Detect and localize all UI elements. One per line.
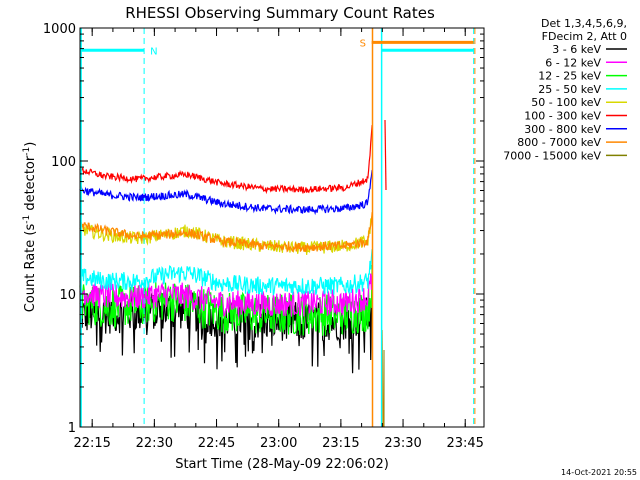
x-tick-label-2: 22:45 xyxy=(198,436,235,451)
flare-spike xyxy=(381,119,387,428)
flag-label-0: N xyxy=(150,46,157,57)
time-markers xyxy=(80,28,476,427)
flare-spike-red xyxy=(384,119,387,191)
flag-bars: NS xyxy=(80,38,474,57)
x-tick-label-0: 22:15 xyxy=(73,436,110,451)
x-tick-label-1: 22:30 xyxy=(136,436,173,451)
y-tick-label-3: 1000 xyxy=(43,22,76,37)
plot-area: NS xyxy=(79,28,476,428)
legend-label-7: 800 - 7000 keV xyxy=(517,136,601,149)
legend-label-3: 25 - 50 keV xyxy=(538,83,601,96)
legend-header-line-2: FDecim 2, Att 0 xyxy=(542,30,627,43)
legend-header-line-1: Det 1,3,4,5,6,9, xyxy=(541,17,627,30)
y-axis-title-sup1: -1 xyxy=(22,215,32,224)
y-axis-title-end: ) xyxy=(23,142,38,147)
axis-ticks: 22:15 22:30 22:45 23:00 23:15 23:30 23:45 1 10 10… xyxy=(43,22,484,451)
series-line-5 xyxy=(79,124,373,195)
x-tick-label-5: 23:30 xyxy=(384,436,421,451)
y-tick-label-2: 100 xyxy=(51,155,76,170)
series-line-6 xyxy=(79,169,373,216)
y-axis-title: Count Rate (s-1 detector-1) xyxy=(22,142,38,313)
legend-label-1: 6 - 12 keV xyxy=(545,56,601,69)
legend-label-8: 7000 - 15000 keV xyxy=(503,149,601,162)
y-axis-title-mid: detector xyxy=(23,155,38,215)
series-line-7 xyxy=(79,212,373,253)
y-tick-label-0: 1 xyxy=(68,421,76,436)
legend-label-0: 3 - 6 keV xyxy=(552,43,601,56)
y-axis-title-main: Count Rate (s xyxy=(23,224,38,313)
x-axis-title: Start Time (28-May-09 22:06:02) xyxy=(175,457,389,472)
timestamp-label: 14-Oct-2021 20:55 xyxy=(561,468,637,477)
series-line-3 xyxy=(79,249,373,296)
legend: Det 1,3,4,5,6,9, FDecim 2, Att 0 3 - 6 k… xyxy=(503,17,627,162)
series-3 xyxy=(79,249,373,296)
y-tick-label-1: 10 xyxy=(59,288,76,303)
plot-frame xyxy=(79,27,485,428)
chart-title: RHESSI Observing Summary Count Rates xyxy=(125,4,435,22)
x-tick-label-3: 23:00 xyxy=(260,436,297,451)
series-7 xyxy=(79,212,373,253)
flag-label-1: S xyxy=(360,38,366,49)
legend-label-2: 12 - 25 keV xyxy=(538,70,601,83)
x-tick-label-6: 23:45 xyxy=(446,436,483,451)
legend-label-4: 50 - 100 keV xyxy=(531,96,601,109)
x-tick-label-4: 23:15 xyxy=(322,436,359,451)
legend-label-5: 100 - 300 keV xyxy=(524,110,601,123)
series-5 xyxy=(79,124,373,195)
legend-label-6: 300 - 800 keV xyxy=(524,123,601,136)
y-axis-title-sup2: -1 xyxy=(22,147,32,156)
